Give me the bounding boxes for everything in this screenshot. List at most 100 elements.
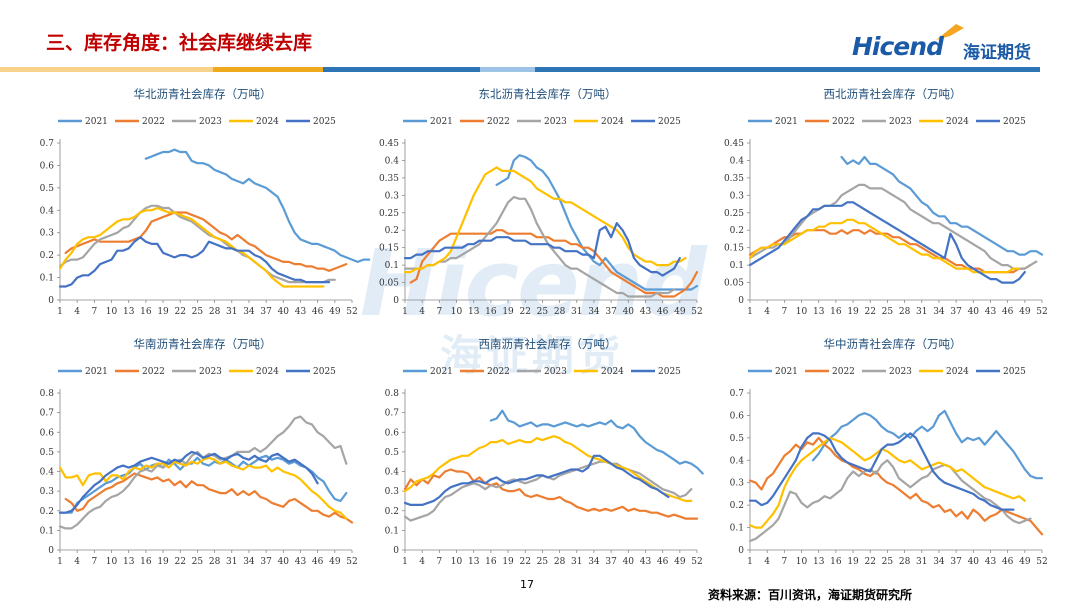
x-tick-label: 34 (933, 557, 945, 567)
y-tick-label: 0.2 (385, 507, 399, 517)
y-tick-label: 0.8 (385, 389, 400, 399)
x-tick-label: 37 (260, 307, 272, 317)
x-tick-label: 37 (950, 557, 962, 567)
y-tick-label: 0.6 (40, 161, 55, 171)
x-tick-label: 37 (260, 557, 272, 567)
x-tick-label: 49 (329, 307, 341, 317)
y-tick-label: 0.1 (40, 274, 54, 284)
legend-label: 2025 (658, 367, 681, 377)
x-tick-label: 49 (674, 307, 686, 317)
x-tick-label: 7 (436, 557, 442, 567)
logo-cn: 海证期货 (963, 43, 1031, 63)
series-line-2025 (403, 454, 670, 506)
page-number: 17 (520, 578, 534, 591)
series-line-2024 (403, 435, 693, 502)
legend-label: 2023 (544, 117, 567, 127)
series-line-2021 (811, 409, 1044, 480)
x-tick-label: 28 (554, 307, 566, 317)
x-tick-label: 43 (985, 307, 997, 317)
y-tick-label: 0.2 (385, 226, 399, 236)
series-line-2023 (58, 415, 348, 530)
y-tick-label: 0 (738, 296, 744, 306)
y-tick-label: 0.1 (385, 261, 399, 271)
y-tick-label: 0.6 (730, 411, 745, 421)
x-tick-label: 19 (502, 557, 514, 567)
x-tick-label: 28 (899, 307, 911, 317)
y-tick-label: 0.2 (40, 251, 54, 261)
legend-label: 2025 (313, 117, 336, 127)
x-tick-label: 22 (865, 557, 876, 567)
chart-title: 西北沥青社会库存（万吨） (824, 87, 962, 101)
y-tick-label: 0.35 (379, 174, 399, 184)
legend-label: 2024 (256, 117, 279, 127)
series-line-2023 (403, 195, 676, 298)
x-tick-label: 25 (882, 307, 894, 317)
x-tick-label: 46 (312, 307, 324, 317)
chart-title: 华南沥青社会库存（万吨） (134, 337, 272, 351)
x-tick-label: 43 (640, 557, 652, 567)
y-tick-label: 0 (393, 546, 399, 556)
chart-huabei: 华北沥青社会库存（万吨） 2021 2022 2023 2024 2025 0 0.1 0.2 0… (20, 78, 371, 328)
y-tick-label: 0.7 (730, 389, 745, 399)
logo-mark-icon (936, 24, 964, 40)
y-tick-label: 0.45 (379, 139, 399, 149)
x-tick-label: 28 (554, 557, 566, 567)
series-line-2023 (748, 183, 1038, 270)
legend-label: 2025 (313, 367, 336, 377)
chart-xinan: 西南沥青社会库存（万吨） 2021 2022 2023 2024 2025 0 0.1 0.2 0… (365, 328, 710, 578)
y-tick-label: 0.7 (385, 409, 400, 419)
x-tick-label: 16 (485, 307, 497, 317)
series-line-2024 (748, 436, 1026, 529)
x-tick-label: 31 (571, 557, 582, 567)
x-tick-label: 28 (209, 557, 221, 567)
y-tick-label: 0.1 (730, 261, 744, 271)
x-tick-label: 4 (419, 557, 425, 567)
x-tick-label: 28 (899, 557, 911, 567)
x-tick-label: 7 (91, 307, 97, 317)
y-tick-label: 0 (738, 546, 744, 556)
x-tick-label: 7 (781, 307, 787, 317)
legend-label: 2024 (946, 117, 969, 127)
header-stripe-2 (213, 67, 323, 72)
x-tick-label: 16 (485, 557, 497, 567)
chart-svg: 西北沥青社会库存（万吨） 2021 2022 2023 2024 2025 0 0.05 0.1… (724, 87, 1048, 317)
header-stripe-5 (535, 67, 1040, 72)
y-tick-label: 0.1 (730, 524, 744, 534)
y-tick-label: 0.4 (730, 456, 745, 466)
series-line-2021 (489, 409, 704, 475)
x-tick-label: 13 (123, 557, 135, 567)
y-tick-label: 0.5 (40, 448, 55, 458)
y-tick-label: 0.3 (385, 191, 400, 201)
y-tick-label: 0.2 (730, 501, 744, 511)
x-tick-label: 40 (278, 557, 290, 567)
x-tick-label: 40 (623, 307, 635, 317)
legend-label: 2021 (430, 117, 453, 127)
y-tick-label: 0.05 (724, 279, 744, 289)
legend-label: 2024 (601, 117, 624, 127)
series-line-2021 (495, 154, 699, 291)
chart-title: 东北沥青社会库存（万吨） (479, 87, 617, 101)
x-tick-label: 52 (691, 557, 702, 567)
x-tick-label: 25 (537, 557, 549, 567)
y-tick-label: 0.2 (730, 226, 744, 236)
series-line-2025 (58, 450, 319, 514)
series-line-2025 (58, 236, 331, 288)
x-tick-label: 34 (243, 307, 255, 317)
y-tick-label: 0.15 (724, 244, 744, 254)
legend-label: 2023 (889, 117, 912, 127)
x-tick-label: 52 (1036, 307, 1047, 317)
legend-label: 2021 (85, 367, 108, 377)
y-tick-label: 0.1 (40, 526, 54, 536)
x-tick-label: 52 (691, 307, 702, 317)
legend-label: 2024 (256, 367, 279, 377)
y-tick-label: 0.6 (385, 428, 400, 438)
x-tick-label: 40 (278, 307, 290, 317)
x-tick-label: 52 (346, 557, 357, 567)
watermark-text: Hicend (360, 230, 707, 337)
header-stripe-4 (480, 67, 535, 72)
y-tick-label: 0.5 (385, 448, 400, 458)
legend-label: 2022 (832, 117, 855, 127)
x-tick-label: 25 (192, 307, 204, 317)
y-tick-label: 0.4 (40, 206, 55, 216)
legend-label: 2024 (946, 367, 969, 377)
